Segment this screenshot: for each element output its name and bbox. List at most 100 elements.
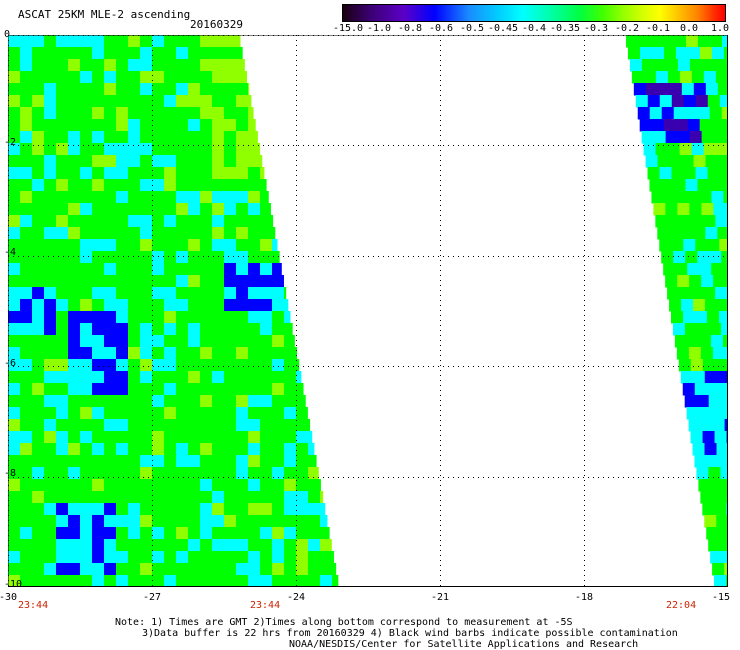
swath-cell: [224, 299, 237, 312]
swath-cell: [128, 395, 141, 408]
color-scale-label: 1.0: [710, 23, 730, 34]
swath-cell: [200, 515, 213, 528]
swath-cell: [176, 71, 189, 84]
swath-cell: [44, 503, 57, 516]
swath-cell: [695, 239, 708, 252]
swath-cell: [688, 419, 702, 432]
swath-cell: [200, 155, 213, 168]
swath-cell: [308, 491, 321, 504]
swath-cell: [56, 155, 69, 168]
swath-cell: [128, 179, 141, 192]
swath-cell: [721, 107, 728, 120]
swath-cell: [272, 251, 280, 264]
swath-cell: [104, 227, 117, 240]
swath-cell: [32, 107, 45, 120]
swath-cell: [296, 371, 302, 384]
swath-cell: [320, 515, 328, 528]
swath-cell: [697, 179, 710, 192]
swath-cell: [224, 527, 237, 540]
swath-cell: [32, 95, 45, 108]
swath-cell: [32, 335, 45, 348]
swath-cell: [224, 155, 237, 168]
swath-cell: [152, 455, 165, 468]
swath-cell: [212, 551, 225, 564]
swath-cell: [92, 131, 105, 144]
swath-cell: [236, 395, 249, 408]
swath-cell: [712, 419, 726, 432]
swath-cell: [188, 515, 201, 528]
swath-cell: [56, 395, 69, 408]
swath-cell: [674, 335, 688, 348]
swath-cell: [188, 431, 201, 444]
swath-cell: [260, 347, 273, 360]
swath-cell: [284, 395, 297, 408]
swath-cell: [20, 455, 33, 468]
swath-cell: [715, 215, 728, 228]
swath-cell: [188, 563, 201, 576]
swath-cell: [272, 395, 285, 408]
swath-cell: [272, 491, 285, 504]
swath-cell: [711, 47, 725, 60]
swath-cell: [152, 71, 165, 84]
swath-cell: [20, 215, 33, 228]
swath-cell: [176, 335, 189, 348]
swath-cell: [44, 359, 57, 372]
swath-cell: [68, 131, 81, 144]
swath-cell: [224, 35, 237, 48]
swath-cell: [284, 299, 289, 312]
swath-cell: [140, 371, 153, 384]
swath-cell: [56, 431, 69, 444]
swath-cell: [655, 143, 669, 156]
swath-cell: [116, 35, 129, 48]
swath-cell: [224, 563, 237, 576]
swath-cell: [44, 35, 57, 48]
swath-cell: [32, 47, 45, 60]
swath-cell: [308, 527, 321, 540]
swath-cell: [32, 455, 45, 468]
swath-cell: [80, 119, 93, 132]
swath-cell: [236, 407, 249, 420]
swath-cell: [92, 239, 105, 252]
swath-cell: [200, 119, 213, 132]
swath-cell: [212, 263, 225, 276]
swath-cell: [92, 467, 105, 480]
swath-cell: [8, 299, 21, 312]
swath-cell: [296, 407, 308, 420]
swath-cell: [188, 527, 201, 540]
swath-cell: [80, 167, 93, 180]
swath-cell: [212, 71, 225, 84]
swath-cell: [56, 167, 69, 180]
swath-cell: [80, 155, 93, 168]
swath-cell: [236, 431, 249, 444]
swath-cell: [710, 335, 724, 348]
swath-cell: [260, 575, 273, 587]
swath-cell: [236, 467, 249, 480]
swath-cell: [272, 215, 274, 228]
swath-cell: [212, 107, 225, 120]
swath-cell: [128, 515, 141, 528]
swath-cell: [719, 311, 728, 324]
swath-cell: [44, 431, 57, 444]
swath-cell: [188, 155, 201, 168]
swath-cell: [272, 539, 285, 552]
swath-cell: [272, 299, 285, 312]
swath-cell: [683, 311, 696, 324]
swath-cell: [152, 383, 165, 396]
swath-cell: [92, 179, 105, 192]
swath-cell: [284, 407, 297, 420]
swath-cell: [164, 479, 177, 492]
swath-cell: [92, 299, 105, 312]
swath-cell: [104, 359, 117, 372]
swath-cell: [164, 71, 177, 84]
swath-cell: [260, 527, 273, 540]
swath-cell: [725, 131, 728, 144]
swath-cell: [8, 431, 21, 444]
swath-cell: [20, 35, 33, 48]
swath-cell: [647, 95, 661, 108]
swath-cell: [272, 431, 285, 444]
swath-cell: [722, 407, 728, 420]
swath-cell: [176, 227, 189, 240]
swath-cell: [719, 239, 728, 252]
map-frame: [8, 35, 728, 587]
swath-cell: [92, 167, 105, 180]
